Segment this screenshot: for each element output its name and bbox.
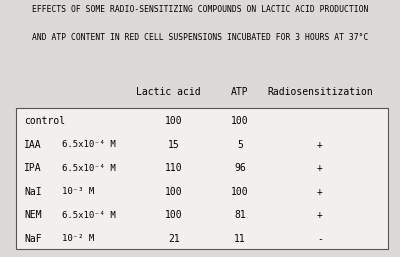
Text: 10⁻³ M: 10⁻³ M (62, 187, 94, 196)
Text: 96: 96 (234, 163, 246, 173)
Text: 81: 81 (234, 210, 246, 220)
Text: ATP: ATP (231, 87, 249, 97)
Text: EFFECTS OF SOME RADIO-SENSITIZING COMPOUNDS ON LACTIC ACID PRODUCTION: EFFECTS OF SOME RADIO-SENSITIZING COMPOU… (32, 5, 368, 14)
Text: NaF: NaF (24, 234, 42, 244)
Text: NEM: NEM (24, 210, 42, 220)
Text: 15: 15 (168, 140, 180, 150)
Text: 110: 110 (165, 163, 183, 173)
Text: 100: 100 (231, 187, 249, 197)
Text: AND ATP CONTENT IN RED CELL SUSPENSIONS INCUBATED FOR 3 HOURS AT 37°C: AND ATP CONTENT IN RED CELL SUSPENSIONS … (32, 33, 368, 42)
Text: 100: 100 (165, 210, 183, 220)
Text: IAA: IAA (24, 140, 42, 150)
Text: +: + (317, 140, 323, 150)
Text: 21: 21 (168, 234, 180, 244)
Text: +: + (317, 210, 323, 220)
Text: 10⁻² M: 10⁻² M (62, 234, 94, 243)
Text: 100: 100 (231, 116, 249, 126)
Text: -: - (317, 234, 323, 244)
Text: IPA: IPA (24, 163, 42, 173)
Text: Radiosensitization: Radiosensitization (267, 87, 373, 97)
Text: 5: 5 (237, 140, 243, 150)
Text: 6.5x10⁻⁴ M: 6.5x10⁻⁴ M (62, 164, 116, 173)
Text: 100: 100 (165, 116, 183, 126)
Text: 6.5x10⁻⁴ M: 6.5x10⁻⁴ M (62, 211, 116, 220)
Text: NaI: NaI (24, 187, 42, 197)
Text: 11: 11 (234, 234, 246, 244)
Text: 100: 100 (165, 187, 183, 197)
Text: +: + (317, 187, 323, 197)
Text: control: control (24, 116, 65, 126)
Text: +: + (317, 163, 323, 173)
FancyBboxPatch shape (16, 108, 388, 249)
Text: Lactic acid: Lactic acid (136, 87, 200, 97)
Text: 6.5x10⁻⁴ M: 6.5x10⁻⁴ M (62, 140, 116, 149)
